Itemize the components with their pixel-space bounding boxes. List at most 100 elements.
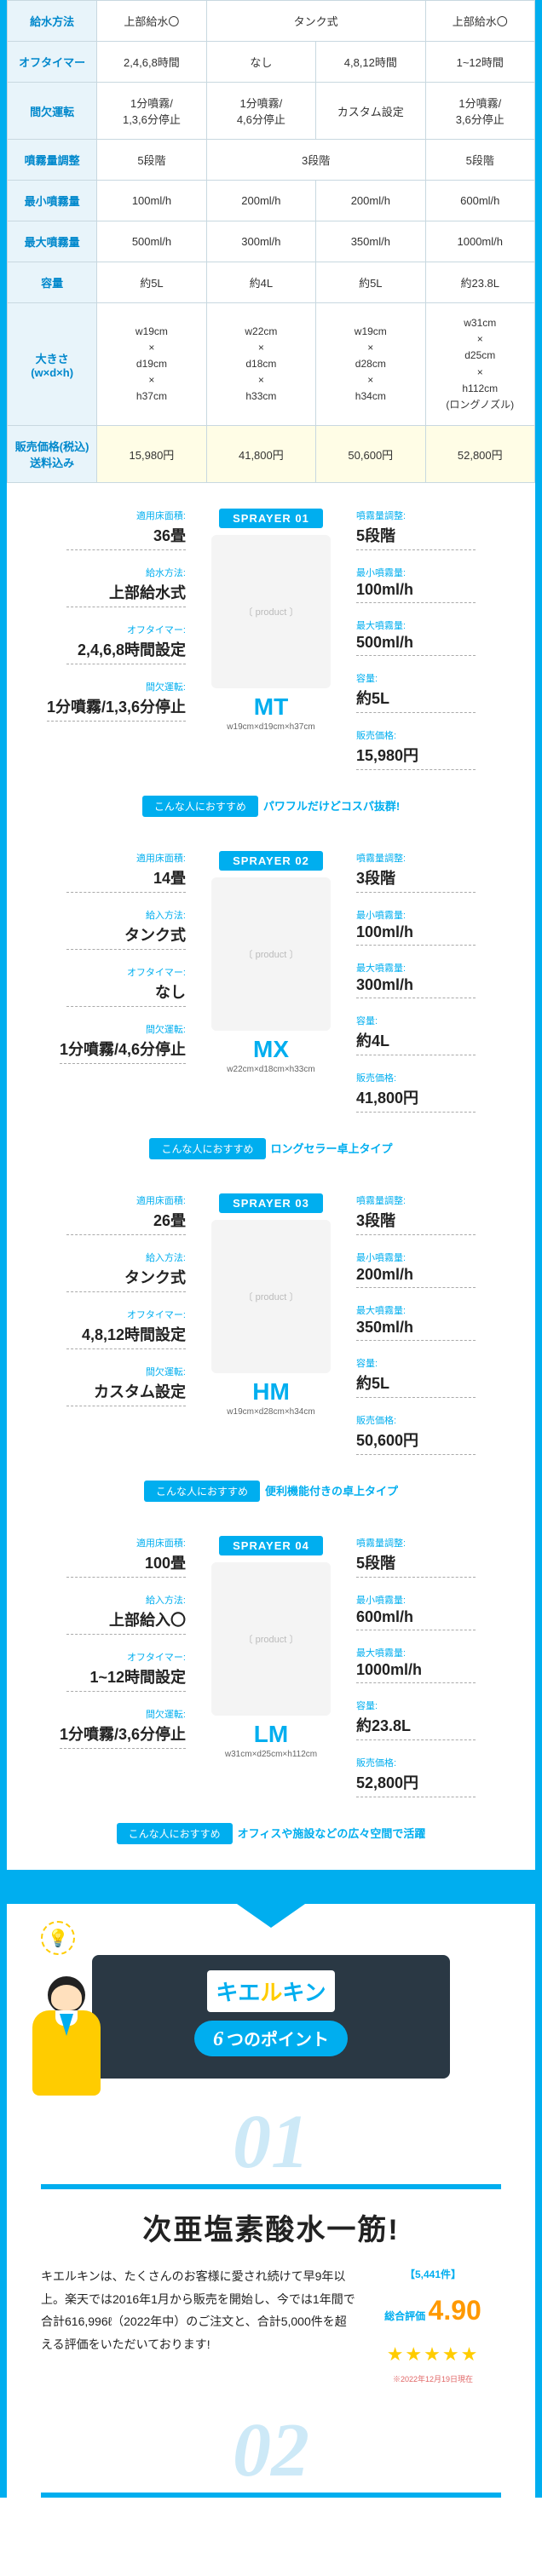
- point-number-01: 01: [7, 2104, 535, 2181]
- spec-item: 最小噴霧量:100ml/h: [356, 908, 518, 946]
- spec-value: 4,8,12時間設定: [66, 1323, 186, 1349]
- spec-item: 最小噴霧量:600ml/h: [356, 1593, 518, 1630]
- spec-label: 最小噴霧量:: [356, 908, 518, 922]
- recommend-badge: こんな人におすすめ: [117, 1823, 233, 1844]
- spec-item: 容量:約23.8L: [356, 1699, 518, 1740]
- spec-item: 給水方法: 上部給水式: [24, 566, 186, 607]
- spec-label: 販売価格:: [356, 728, 518, 742]
- spec-item: オフタイマー:なし: [24, 965, 186, 1007]
- spec-item: 最小噴霧量: 200ml/h: [356, 1251, 518, 1288]
- point-body: 【5,441件】 総合評価 4.90 ★★★★★ ※2022年12月19日現在 …: [7, 2248, 535, 2403]
- spec-item: 給入方法:タンク式: [24, 1251, 186, 1292]
- spec-item: 容量:約5L: [356, 671, 518, 713]
- spec-item: 最小噴霧量: 100ml/h: [356, 566, 518, 603]
- spec-value: 41,800円: [356, 1086, 476, 1113]
- rating-box: 【5,441件】 総合評価 4.90 ★★★★★ ※2022年12月19日現在: [365, 2265, 501, 2386]
- recommend-row: こんな人におすすめ便利機能付きの卓上タイプ: [24, 1481, 518, 1502]
- spec-value: 52,800円: [356, 1771, 476, 1797]
- spec-item: 適用床面積:14畳: [24, 851, 186, 893]
- spec-label: 噴霧量調整:: [356, 1193, 518, 1207]
- spec-value: 15,980円: [356, 744, 476, 770]
- chalkboard: キエルキン 6つのポイント: [92, 1955, 450, 2079]
- row-max: 最大噴霧量 500ml/h 300ml/h 350ml/h 1000ml/h: [8, 221, 535, 262]
- spec-label: 給入方法:: [24, 1251, 186, 1264]
- spec-value: 1分噴霧/4,6分停止: [60, 1038, 186, 1064]
- spec-value: 1~12時間設定: [66, 1665, 186, 1692]
- row-intermit: 間欠運転 1分噴霧/ 1,3,6分停止 1分噴霧/ 4,6分停止 カスタム設定 …: [8, 83, 535, 140]
- spec-value: 上部給水式: [66, 581, 186, 607]
- spec-label: オフタイマー:: [24, 623, 186, 636]
- spec-value: 26畳: [66, 1209, 186, 1235]
- spec-value: 50,600円: [356, 1429, 476, 1455]
- spec-label: 間欠運転:: [24, 1022, 186, 1036]
- row-min: 最小噴霧量 100ml/h 200ml/h 200ml/h 600ml/h: [8, 181, 535, 221]
- spec-item: 適用床面積:36畳: [24, 509, 186, 550]
- spec-label: 適用床面積:: [24, 1193, 186, 1207]
- row-size: 大きさ (w×d×h) w19cm × d19cm × h37cm w22cm …: [8, 303, 535, 426]
- recommend-row: こんな人におすすめパワフルだけどコスパ抜群!: [24, 796, 518, 817]
- point-headline: 次亜塩素酸水一筋!: [7, 2206, 535, 2248]
- spec-item: 容量:約5L: [356, 1356, 518, 1398]
- spec-item: 給入方法:上部給入〇: [24, 1593, 186, 1635]
- spec-label: オフタイマー:: [24, 965, 186, 979]
- spec-value: 1分噴霧/3,6分停止: [60, 1722, 186, 1749]
- row-price: 販売価格(税込) 送料込み 15,980円 41,800円 50,600円 52…: [8, 426, 535, 483]
- spec-value: 14畳: [66, 866, 186, 893]
- product-image: 〔 product 〕: [211, 1562, 331, 1716]
- spec-label: 噴霧量調整:: [356, 509, 518, 522]
- spec-value: 上部給入〇: [66, 1608, 186, 1635]
- spec-value: 約4L: [356, 1029, 476, 1055]
- spec-item: 間欠運転: 1分噴霧/4,6分停止: [24, 1022, 186, 1064]
- recommend-text: 便利機能付きの卓上タイプ: [265, 1485, 398, 1498]
- spec-label: 最大噴霧量:: [356, 618, 518, 632]
- model-dims: w31cm×d25cm×h112cm: [194, 1750, 348, 1759]
- spec-item: 販売価格: 15,980円: [356, 728, 518, 770]
- spec-value: 100ml/h: [356, 581, 476, 603]
- spec-value: 100畳: [66, 1551, 186, 1578]
- model-badge: SPRAYER 02: [219, 851, 323, 871]
- spec-label: 給水方法:: [24, 566, 186, 579]
- model-name: MX: [194, 1036, 348, 1063]
- spec-value: カスタム設定: [66, 1380, 186, 1406]
- spec-label: 容量:: [356, 1014, 518, 1027]
- point-number-02: 02: [7, 2412, 535, 2489]
- spec-label: 最大噴霧量:: [356, 1646, 518, 1659]
- spec-label: 最小噴霧量:: [356, 1251, 518, 1264]
- row-timer: オフタイマー 2,4,6,8時間 なし 4,8,12時間 1~12時間: [8, 42, 535, 83]
- lightbulb-icon: 💡: [41, 1921, 75, 1955]
- model-badge: SPRAYER 04: [219, 1536, 323, 1555]
- model-name: HM: [194, 1378, 348, 1406]
- spec-value: 5段階: [356, 524, 476, 550]
- spec-item: 間欠運転:1分噴霧/3,6分停止: [24, 1707, 186, 1749]
- product-image: 〔 product 〕: [211, 877, 331, 1031]
- spec-value: 200ml/h: [356, 1266, 476, 1288]
- product-image: 〔 product 〕: [211, 1220, 331, 1373]
- spec-item: 噴霧量調整:3段階: [356, 851, 518, 893]
- spec-label: 最大噴霧量:: [356, 1303, 518, 1317]
- spec-label: 給入方法:: [24, 1593, 186, 1607]
- recommend-text: オフィスや施設などの広々空間で活躍: [238, 1827, 426, 1840]
- model-name: LM: [194, 1721, 348, 1748]
- model-dims: w22cm×d18cm×h33cm: [194, 1065, 348, 1074]
- model-dims: w19cm×d19cm×h37cm: [194, 722, 348, 732]
- spec-value: 600ml/h: [356, 1608, 476, 1630]
- spec-value: 100ml/h: [356, 923, 476, 946]
- row-header: 給水方法: [8, 1, 97, 42]
- spec-label: 間欠運転:: [24, 1707, 186, 1721]
- product-card: 適用床面積:14畳給入方法:タンク式オフタイマー:なし間欠運転:1分噴霧/4,6…: [7, 825, 535, 1168]
- spec-value: 300ml/h: [356, 976, 476, 998]
- recommend-text: ロングセラー卓上タイプ: [271, 1142, 393, 1155]
- divider-bar: [41, 2493, 501, 2498]
- spec-label: 最小噴霧量:: [356, 566, 518, 579]
- spec-item: 最大噴霧量:300ml/h: [356, 961, 518, 998]
- spec-value: 36畳: [66, 524, 186, 550]
- spec-value: なし: [66, 980, 186, 1007]
- recommend-text: パワフルだけどコスパ抜群!: [263, 800, 400, 813]
- spec-label: 適用床面積:: [24, 851, 186, 865]
- spec-item: 給入方法:タンク式: [24, 908, 186, 950]
- row-adjust: 噴霧量調整 5段階 3段階 5段階: [8, 140, 535, 181]
- spec-value: 350ml/h: [356, 1319, 476, 1341]
- recommend-badge: こんな人におすすめ: [149, 1138, 265, 1159]
- spec-value: 1000ml/h: [356, 1661, 476, 1683]
- spec-item: 最大噴霧量: 1000ml/h: [356, 1646, 518, 1683]
